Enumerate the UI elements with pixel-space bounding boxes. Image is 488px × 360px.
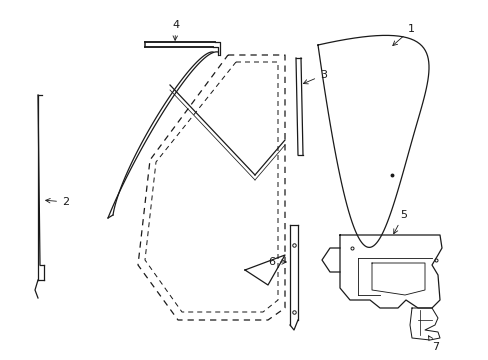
Text: 1: 1	[392, 24, 414, 46]
Text: 4: 4	[172, 20, 179, 40]
Text: 3: 3	[303, 70, 326, 84]
Text: 2: 2	[45, 197, 69, 207]
Text: 5: 5	[393, 210, 406, 234]
Text: 7: 7	[427, 336, 438, 352]
Text: 6: 6	[267, 257, 285, 267]
